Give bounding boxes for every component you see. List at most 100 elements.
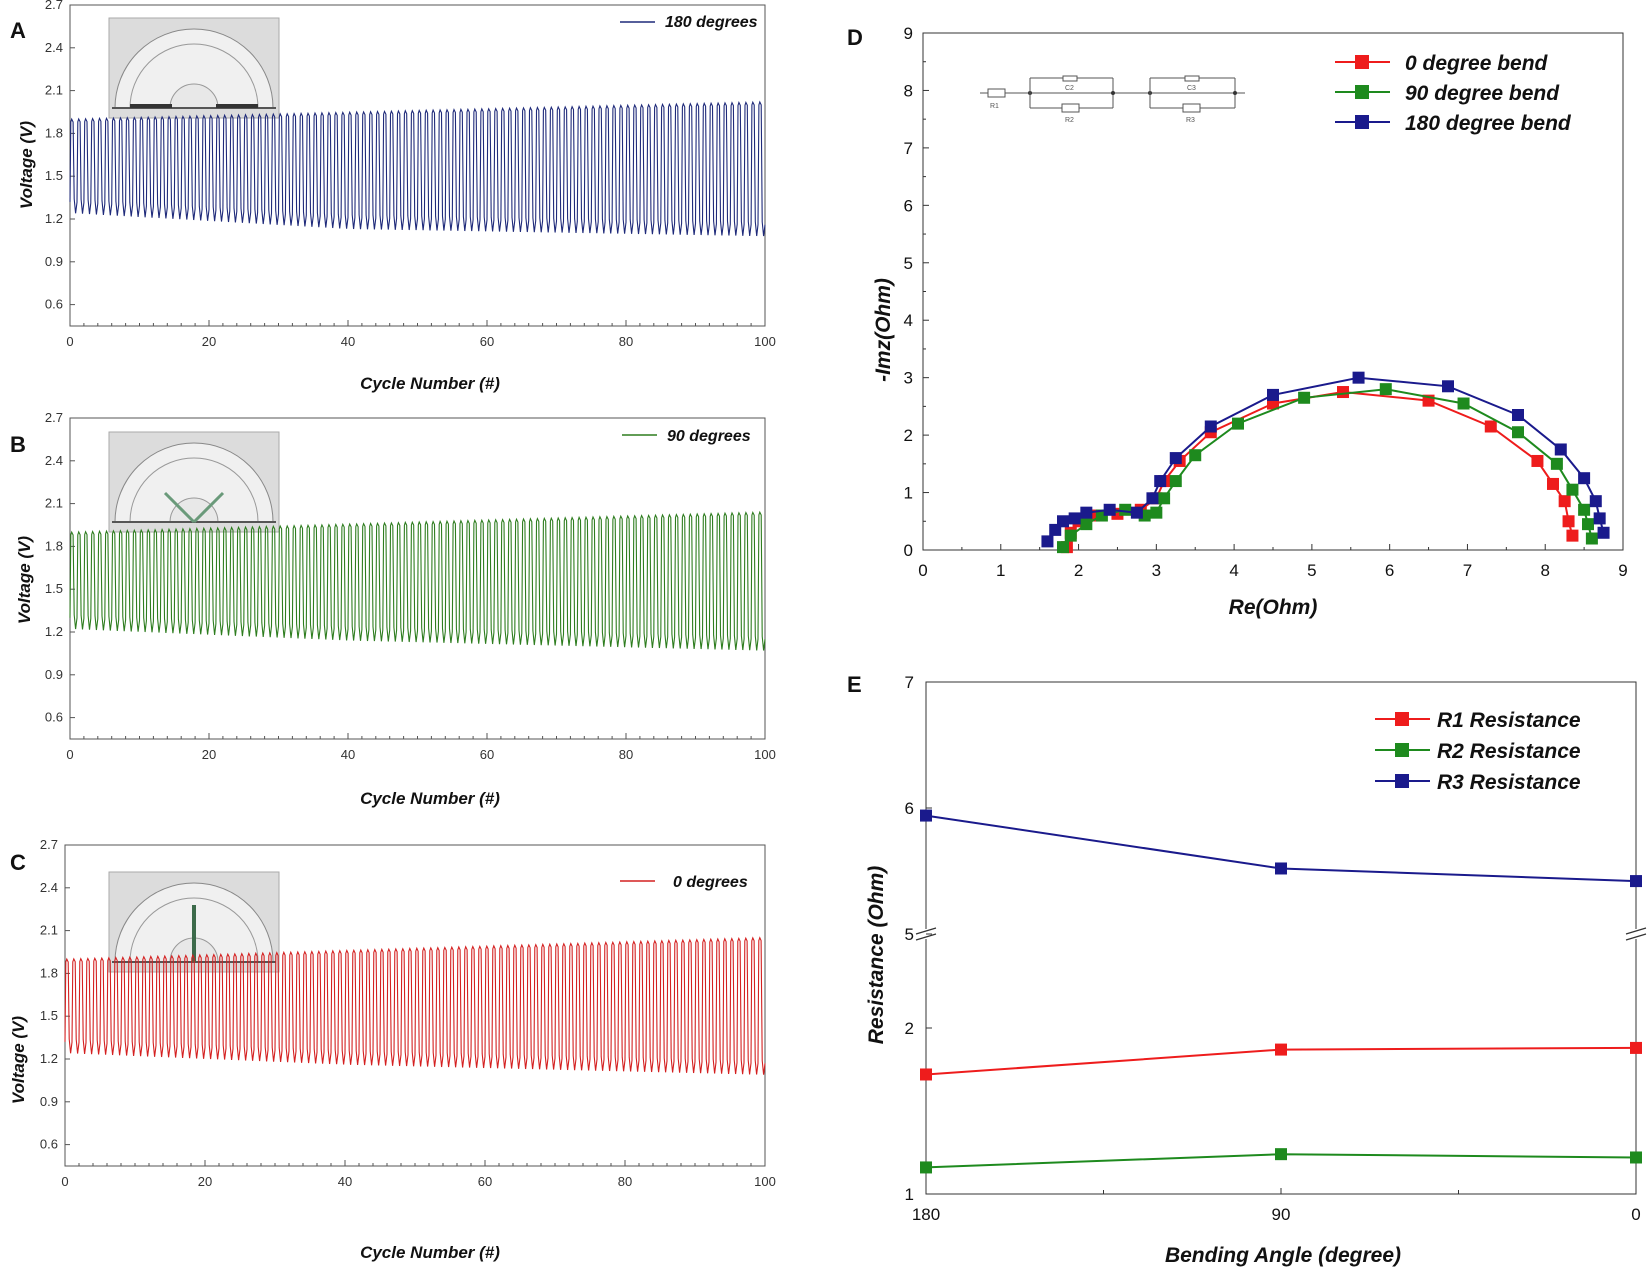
nyquist-point <box>1597 526 1610 539</box>
resistance-point <box>920 809 932 822</box>
y-tick-label: 1 <box>904 484 913 503</box>
nyquist-point <box>1169 452 1182 465</box>
panel-d-equivalent-circuit: R1 C2 R2 C3 R3 <box>980 75 1245 124</box>
circuit-label-r3: R3 <box>1186 117 1195 124</box>
panel-d-y-label: -Imz(Ohm) <box>872 278 895 382</box>
y-tick-label: 0.6 <box>45 710 63 725</box>
nyquist-point <box>1130 506 1143 519</box>
x-tick-label: 0 <box>66 334 73 349</box>
nyquist-point <box>1189 449 1202 462</box>
y-tick-label: 0 <box>904 541 913 560</box>
y-tick-label: 0.9 <box>40 1094 58 1109</box>
y-tick-label: 5 <box>905 925 914 944</box>
nyquist-point <box>1531 454 1544 467</box>
resistance-point <box>1275 1043 1287 1056</box>
nyquist-point <box>1379 383 1392 396</box>
nyquist-point <box>1158 492 1171 505</box>
x-tick-label: 9 <box>1618 561 1627 580</box>
nyquist-point <box>1578 472 1591 485</box>
resistance-point <box>1630 1041 1642 1054</box>
nyquist-point <box>1267 388 1279 401</box>
y-tick-label: 0.6 <box>45 297 63 312</box>
x-tick-label: 0 <box>1631 1205 1640 1224</box>
y-tick-label: 2.7 <box>45 410 63 425</box>
circuit-label-r1: R1 <box>990 103 999 110</box>
y-tick-label: 1.2 <box>45 624 63 639</box>
panel-d-legend-2: 180 degree bend <box>1405 112 1572 135</box>
panel-c: C 0 degrees Cycle Number (#) Voltage (V)… <box>9 837 776 1262</box>
y-tick-label: 6 <box>904 196 913 215</box>
voltage-series-line <box>69 510 766 651</box>
nyquist-point <box>1119 503 1132 516</box>
nyquist-point <box>1593 512 1606 525</box>
x-tick-label: 0 <box>61 1174 68 1189</box>
nyquist-point <box>1154 475 1167 488</box>
nyquist-point <box>1068 512 1081 525</box>
y-tick-label: 2.7 <box>45 0 63 12</box>
x-tick-label: 6 <box>1385 561 1394 580</box>
panel-d-legend-1: 90 degree bend <box>1405 82 1560 105</box>
y-tick-label: 1.2 <box>45 211 63 226</box>
panel-c-x-label: Cycle Number (#) <box>360 1243 500 1262</box>
x-tick-label: 100 <box>754 334 776 349</box>
nyquist-point <box>1512 409 1524 422</box>
y-tick-label: 6 <box>905 799 914 818</box>
panel-b-x-label: Cycle Number (#) <box>360 789 500 808</box>
panel-c-y-label: Voltage (V) <box>9 1016 28 1104</box>
x-tick-label: 20 <box>202 747 216 762</box>
x-tick-label: 100 <box>754 747 776 762</box>
nyquist-point <box>1337 386 1349 399</box>
x-tick-label: 180 <box>912 1205 940 1224</box>
panel-a-legend-text: 180 degrees <box>665 14 758 31</box>
panel-b: B 90 degrees Cycle Number (#) Voltage (V… <box>10 410 776 808</box>
x-tick-label: 40 <box>341 334 355 349</box>
panel-d-legend: 0 degree bend 90 degree bend 180 degree … <box>1335 52 1572 135</box>
panel-e-legend-1: R2 Resistance <box>1437 740 1581 763</box>
x-tick-label: 60 <box>478 1174 492 1189</box>
panel-b-protractor-photo <box>108 431 280 533</box>
x-tick-label: 40 <box>341 747 355 762</box>
x-tick-label: 20 <box>198 1174 212 1189</box>
panel-e-legend: R1 Resistance R2 Resistance R3 Resistanc… <box>1375 709 1581 794</box>
y-tick-label: 1.2 <box>40 1051 58 1066</box>
nyquist-point <box>1554 443 1567 456</box>
panel-e-x-label: Bending Angle (degree) <box>1165 1244 1401 1267</box>
x-tick-label: 40 <box>338 1174 352 1189</box>
y-tick-label: 0.9 <box>45 254 63 269</box>
nyquist-point <box>1512 426 1524 439</box>
x-tick-label: 90 <box>1272 1205 1291 1224</box>
panel-e-axis-break <box>915 927 1647 941</box>
nyquist-point <box>1484 420 1497 433</box>
nyquist-point <box>1064 529 1077 542</box>
panel-d-legend-0: 0 degree bend <box>1405 52 1549 75</box>
panel-e-label: E <box>847 672 862 697</box>
resistance-point <box>1275 862 1287 875</box>
y-tick-label: 2 <box>904 426 913 445</box>
x-tick-label: 80 <box>619 334 633 349</box>
y-tick-label: 1.8 <box>45 125 63 140</box>
panel-a-label: A <box>10 18 26 43</box>
x-tick-label: 3 <box>1152 561 1161 580</box>
panel-d-label: D <box>847 25 863 50</box>
x-tick-label: 0 <box>918 561 927 580</box>
nyquist-point <box>1566 529 1579 542</box>
resistance-point <box>920 1068 932 1081</box>
y-tick-label: 8 <box>904 81 913 100</box>
y-tick-label: 9 <box>904 24 913 43</box>
voltage-series-line <box>69 100 766 237</box>
nyquist-point <box>1578 503 1591 516</box>
y-tick-label: 7 <box>904 139 913 158</box>
y-tick-label: 2.4 <box>40 880 58 895</box>
y-tick-label: 1 <box>905 1185 914 1204</box>
x-tick-label: 80 <box>618 1174 632 1189</box>
y-tick-label: 1.8 <box>45 538 63 553</box>
panel-c-legend-text: 0 degrees <box>673 874 748 891</box>
nyquist-point <box>1562 515 1575 528</box>
nyquist-point <box>1550 457 1563 470</box>
panel-c-protractor-photo <box>108 871 280 973</box>
x-tick-label: 2 <box>1074 561 1083 580</box>
panel-b-y-label: Voltage (V) <box>15 536 34 624</box>
circuit-label-c3: C3 <box>1187 85 1196 92</box>
nyquist-point <box>1204 420 1217 433</box>
nyquist-point <box>1547 477 1559 490</box>
